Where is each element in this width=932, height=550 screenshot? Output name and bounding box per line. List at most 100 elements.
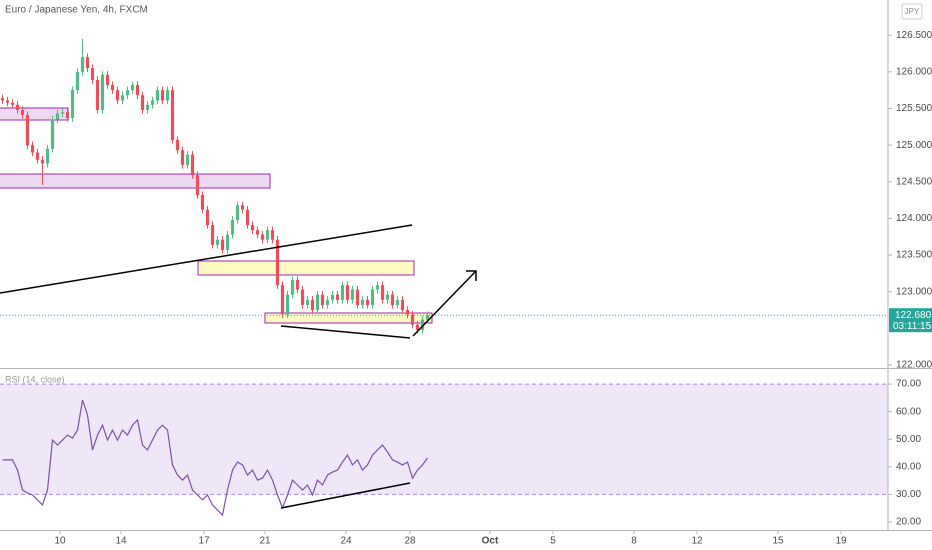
candle-body (150, 100, 155, 105)
y-tick-label: 20.00 (896, 517, 921, 528)
candle-body (30, 145, 35, 153)
candle-body (240, 205, 245, 210)
y-tick-label: 60.00 (896, 406, 921, 417)
candle-body (425, 315, 430, 320)
candle-body (40, 159, 45, 164)
candle-body (410, 314, 415, 325)
candle-body (160, 90, 165, 101)
marks (0, 38, 888, 517)
y-tick-label: 126.500 (896, 30, 932, 41)
y-tick-label: 123.000 (896, 286, 932, 297)
candle-body (20, 109, 25, 116)
candle-body (130, 85, 135, 91)
candle-body (125, 90, 130, 96)
trend-line (280, 325, 411, 339)
candle-body (390, 294, 395, 305)
candle-body (90, 68, 95, 80)
y-tick-label: 40.00 (896, 461, 921, 472)
candle-body (65, 112, 70, 119)
candle-body (25, 115, 30, 146)
candle-body (205, 209, 210, 226)
candle-body (120, 95, 125, 101)
candle-body (110, 85, 115, 91)
arrow-head (466, 270, 477, 281)
candle-body (395, 299, 400, 305)
candle-body (145, 104, 150, 110)
last-price-label: 122.680 (895, 310, 932, 321)
candle-body (50, 119, 55, 149)
y-tick-label: 126.000 (896, 66, 932, 77)
candle-body (370, 289, 375, 305)
candle-body (405, 310, 410, 315)
candle-body (55, 113, 60, 120)
candle-body (195, 175, 200, 195)
currency-button[interactable] (901, 3, 923, 20)
candle-body (260, 234, 265, 240)
candle-body (70, 90, 75, 119)
candle-body (385, 294, 390, 300)
candle-body (295, 280, 300, 290)
y-tick-label: 30.00 (896, 489, 921, 500)
rsi-title: RSI (14, close) (5, 374, 65, 384)
y-tick-label: 124.500 (896, 176, 932, 187)
candle-body (300, 289, 305, 305)
candle-body (225, 234, 230, 250)
currency-label[interactable]: JPY (905, 7, 920, 16)
candle-body (335, 294, 340, 300)
candle-body (135, 85, 140, 96)
rsi-band-layer (0, 383, 888, 495)
candle-body (350, 289, 355, 300)
chart-title: Euro / Japanese Yen, 4h, FXCM (5, 5, 148, 16)
candle-body (35, 152, 40, 160)
candle-body (375, 285, 380, 290)
candle-body (315, 294, 320, 311)
y-tick-label: 70.00 (896, 379, 921, 390)
candle-body (280, 285, 285, 315)
candle-body (165, 90, 170, 101)
candle-body (355, 289, 360, 305)
candle-body (100, 74, 105, 110)
x-tick-label: 5 (550, 536, 556, 547)
candle-body (365, 299, 370, 305)
candle-body (265, 230, 270, 240)
zone (197, 260, 415, 276)
candle-body (415, 324, 420, 330)
candle-body (75, 71, 80, 91)
x-tick-label: 14 (115, 536, 127, 547)
candle-body (95, 79, 100, 110)
y-tick-label: 125.500 (896, 103, 932, 114)
trend-line (280, 482, 411, 509)
arrow (412, 270, 477, 337)
candle-body (190, 154, 195, 176)
candle-body (80, 57, 85, 72)
x-tick-label: 28 (404, 536, 416, 547)
candle-body (140, 95, 145, 110)
zone (0, 173, 271, 189)
candle-body (215, 239, 220, 245)
candle-body (155, 90, 160, 101)
x-tick-label: 15 (772, 536, 784, 547)
candle-body (275, 239, 280, 286)
candle-body (220, 239, 225, 250)
last-price-tag (889, 308, 932, 333)
candle-body (45, 148, 50, 164)
candle-body (340, 285, 345, 300)
candle-body (60, 112, 65, 114)
candle-body (285, 294, 290, 315)
candle-body (235, 205, 240, 220)
zone (264, 312, 433, 324)
candle-body (360, 299, 365, 305)
x-tick-label: Oct (482, 536, 499, 547)
candle-body (180, 150, 185, 165)
y-tick-label: 122.000 (896, 360, 932, 371)
y-tick-label: 125.000 (896, 140, 932, 151)
y-tick-label: 50.00 (896, 434, 921, 445)
candle-body (270, 230, 275, 240)
candle-body (200, 194, 205, 210)
candle-body (85, 57, 90, 69)
candle-body (185, 154, 190, 165)
candle-body (175, 140, 180, 151)
candle-body (115, 90, 120, 101)
